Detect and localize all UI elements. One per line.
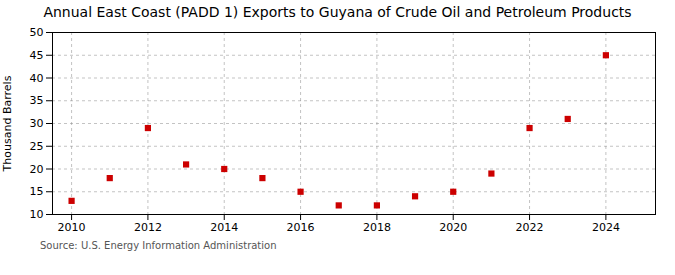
html-text:Annual East Coast (PADD 1) Exp: Annual East Coast (PADD 1) Exports to Gu… <box>43 4 632 20</box>
svg-text:20: 20 <box>30 163 44 176</box>
svg-text:50: 50 <box>30 26 44 39</box>
svg-text:2024: 2024 <box>592 221 620 234</box>
svg-text:2018: 2018 <box>363 221 391 234</box>
svg-text:2020: 2020 <box>439 221 467 234</box>
svg-text:2014: 2014 <box>210 221 238 234</box>
svg-text:30: 30 <box>30 117 44 130</box>
svg-text:10: 10 <box>30 208 44 221</box>
svg-text:40: 40 <box>30 72 44 85</box>
svg-text:2016: 2016 <box>287 221 315 234</box>
svg-text:2012: 2012 <box>134 221 162 234</box>
svg-text:2010: 2010 <box>58 221 86 234</box>
html-text:Source: U.S. Energy Informatio: Source: U.S. Energy Information Administ… <box>40 240 277 251</box>
svg-text:35: 35 <box>30 94 44 107</box>
svg-text:Thousand Barrels: Thousand Barrels <box>1 75 14 172</box>
svg-text:45: 45 <box>30 49 44 62</box>
svg-text:15: 15 <box>30 185 44 198</box>
svg-text:25: 25 <box>30 140 44 153</box>
svg-text:2022: 2022 <box>516 221 544 234</box>
